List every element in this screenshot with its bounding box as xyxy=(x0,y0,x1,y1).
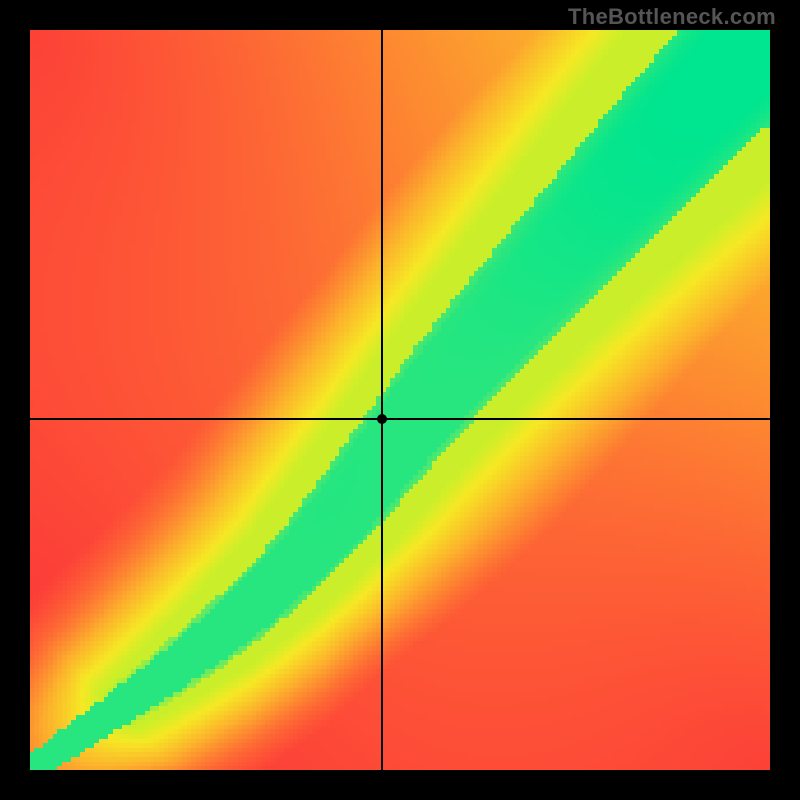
crosshair-horizontal xyxy=(30,418,770,420)
crosshair-vertical xyxy=(381,30,383,770)
plot-area xyxy=(30,30,770,770)
heatmap-canvas xyxy=(30,30,770,770)
chart-container: TheBottleneck.com xyxy=(0,0,800,800)
data-point-marker xyxy=(377,414,387,424)
watermark-text: TheBottleneck.com xyxy=(568,4,776,30)
